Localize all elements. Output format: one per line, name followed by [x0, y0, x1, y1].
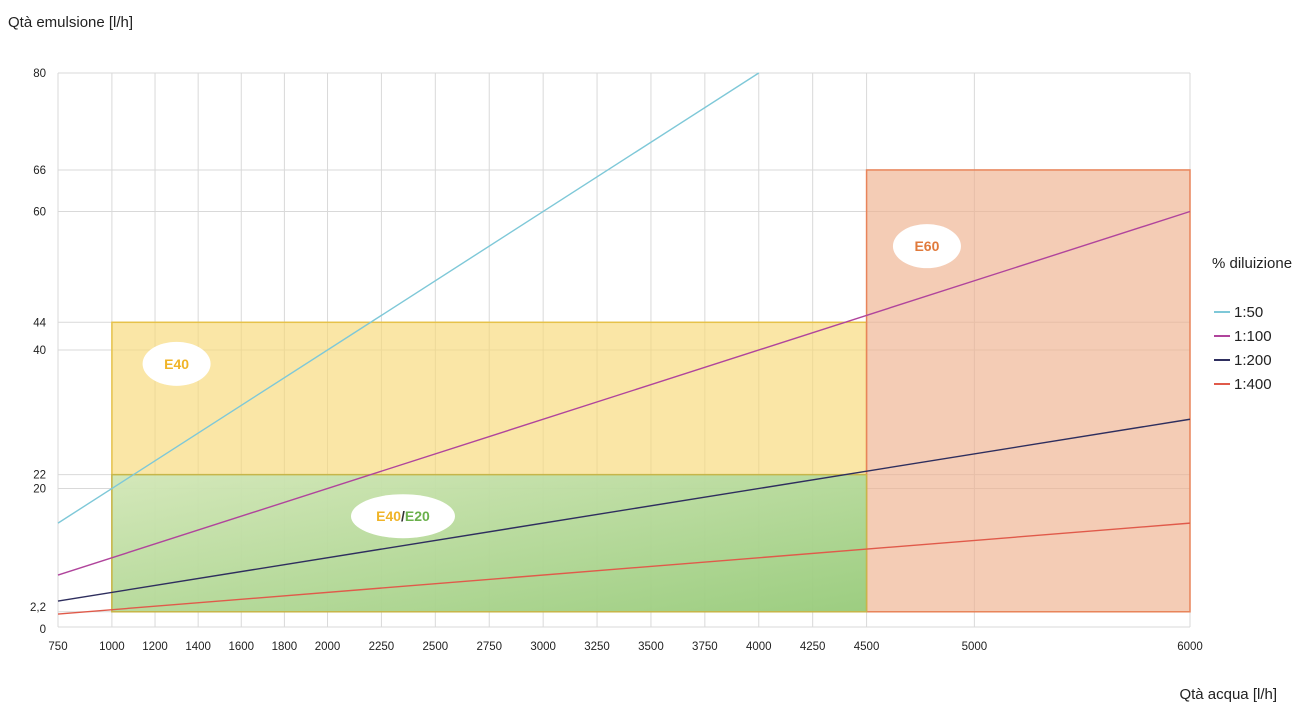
x-tick-label: 4250 [800, 641, 826, 653]
x-tick-label: 1400 [185, 641, 211, 653]
zone-label: E40 [164, 356, 189, 372]
legend-label: 1:200 [1234, 351, 1272, 369]
x-tick-label: 3750 [692, 641, 718, 653]
series-line-1-400 [57, 522, 1191, 615]
zone-labels-layer: E40 E60 E40/E20 [142, 224, 961, 539]
legend-swatch [1214, 335, 1230, 337]
zone-rect [111, 473, 868, 613]
zone-label-bubble [892, 224, 961, 269]
series-line-1-200 [57, 418, 1191, 602]
y-tick-label: 60 [33, 207, 46, 219]
y-tick-labels: 0 2,2 20 22 40 44 60 66 80 [30, 68, 47, 636]
legend-swatch [1214, 311, 1230, 313]
y-tick-label: 0 [40, 624, 46, 636]
legend-label: 1:100 [1234, 327, 1272, 345]
series-line-1-50 [57, 72, 760, 524]
x-tick-label: 6000 [1177, 641, 1203, 653]
x-tick-label: 2000 [315, 641, 341, 653]
y-tick-label: 80 [33, 68, 46, 80]
x-tick-label: 3000 [530, 641, 556, 653]
y-tick-label: 2,2 [30, 602, 46, 614]
y-axis-label: Qtà emulsione [l/h] [8, 14, 134, 31]
legend-item: 1:400 [1214, 372, 1272, 396]
zone-label-bubble [350, 494, 455, 539]
zone-label-bubble [142, 341, 211, 386]
legend-item: 1:50 [1214, 300, 1272, 324]
series-line-1-100 [57, 210, 1191, 576]
x-tick-label: 2250 [369, 641, 395, 653]
zone-label: E40/E20 [376, 508, 430, 524]
zone-label: E60 [914, 238, 939, 254]
y-tick-label: 66 [33, 165, 46, 177]
series-layer [57, 72, 1191, 615]
legend-label: 1:50 [1234, 303, 1264, 321]
zones-layer [111, 169, 1191, 613]
legend-swatch [1214, 359, 1230, 361]
zone-rect [865, 169, 1191, 613]
y-tick-label: 40 [33, 345, 46, 357]
x-tick-label: 1600 [228, 641, 254, 653]
y-tick-label: 22 [33, 470, 46, 482]
legend-swatch [1214, 383, 1230, 385]
x-tick-label: 1800 [272, 641, 298, 653]
x-tick-label: 1000 [99, 641, 125, 653]
x-tick-label: 3500 [638, 641, 664, 653]
legend-item: 1:200 [1214, 348, 1272, 372]
legend-title: % diluizione [1212, 255, 1293, 272]
x-tick-label: 4500 [854, 641, 880, 653]
legend-item: 1:100 [1214, 324, 1272, 348]
y-tick-label: 44 [33, 317, 46, 329]
y-tick-label: 20 [33, 484, 46, 496]
x-axis-label: Qtà acqua [l/h] [1179, 686, 1277, 703]
x-tick-label: 750 [48, 641, 67, 653]
x-tick-label: 2500 [423, 641, 449, 653]
legend: 1:50 1:100 1:200 1:400 [1214, 300, 1272, 396]
x-tick-label: 3250 [584, 641, 610, 653]
legend-label: 1:400 [1234, 375, 1272, 393]
x-tick-labels: 750 1000 1200 1400 1600 1800 2000 2250 2500 2750 3… [48, 641, 1202, 653]
x-tick-label: 4000 [746, 641, 772, 653]
x-tick-label: 2750 [476, 641, 502, 653]
x-tick-label: 5000 [962, 641, 988, 653]
x-tick-label: 1200 [142, 641, 168, 653]
